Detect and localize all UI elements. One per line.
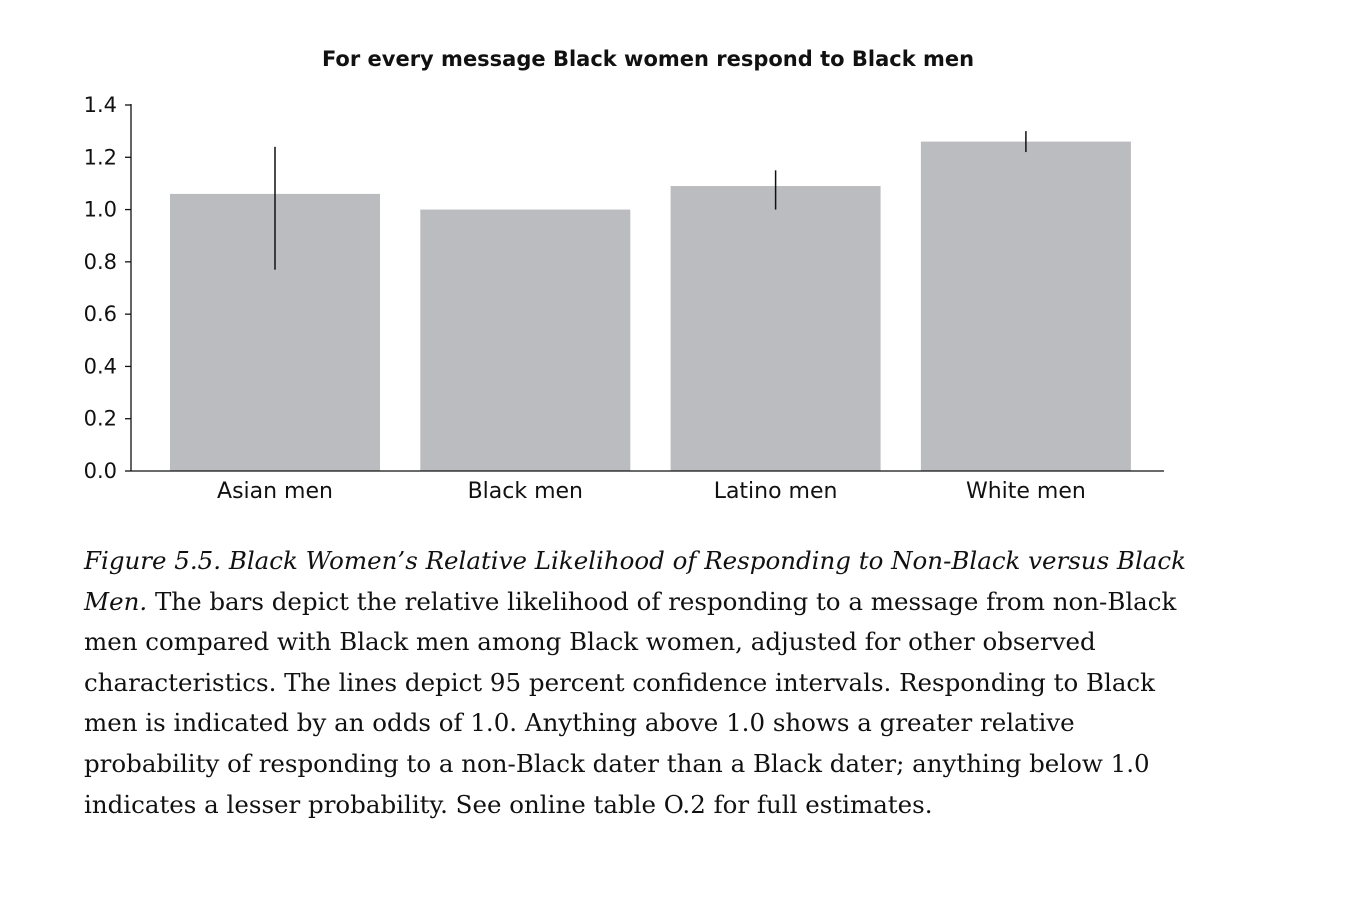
bars-group <box>170 141 1131 472</box>
y-tick-label: 1.2 <box>84 145 117 169</box>
y-tick-label: 0.8 <box>84 250 117 274</box>
figure-label: Figure 5.5. Black Women’s Relative Likel… <box>84 546 1186 616</box>
x-axis: Asian men Black men Latino men White men <box>131 470 1164 504</box>
x-tick-label: Black men <box>468 479 583 504</box>
y-tick-label: 1.0 <box>84 198 117 222</box>
y-tick-label: 0.6 <box>84 302 117 326</box>
x-tick-label: Latino men <box>714 479 838 504</box>
caption-text: The bars depict the relative likelihood … <box>84 586 1177 819</box>
bar-latino-men <box>670 186 881 472</box>
error-bars-group <box>274 131 1027 270</box>
y-axis: 0.0 0.2 0.4 0.6 0.8 1.0 1.2 1.4 <box>84 93 132 483</box>
y-tick-label: 0.2 <box>84 407 117 431</box>
bar-black-men <box>420 209 631 472</box>
bar-chart: For every message Black women respond to… <box>84 47 1164 504</box>
y-tick-label: 1.4 <box>84 93 117 117</box>
x-tick-label: Asian men <box>217 479 333 504</box>
figure-caption: Figure 5.5. Black Women’s Relative Likel… <box>84 541 1204 825</box>
bar-white-men <box>920 141 1131 471</box>
x-tick-label: White men <box>966 479 1086 504</box>
y-tick-label: 0.4 <box>84 354 117 378</box>
chart-title: For every message Black women respond to… <box>322 47 974 71</box>
y-tick-label: 0.0 <box>84 459 117 483</box>
